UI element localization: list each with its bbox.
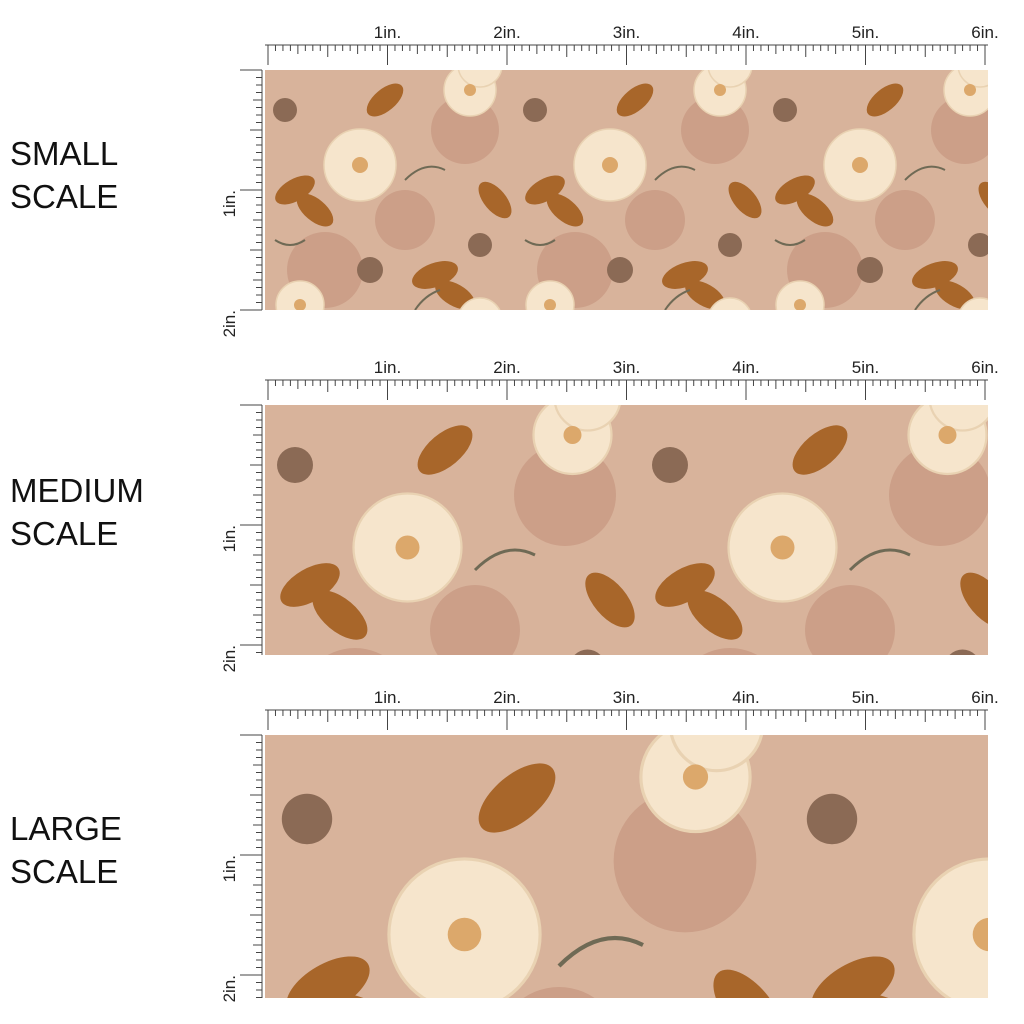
ruler-label: 4in. [732,688,759,707]
fabric-swatch [265,70,988,310]
ruler-label: 1in. [374,688,401,707]
fabric-swatch [265,405,988,655]
scale-label: SCALE [10,853,118,890]
ruler-label: 1in. [220,855,239,882]
fabric-swatch [265,735,988,998]
ruler-label: 6in. [971,688,998,707]
scale-label: SCALE [10,515,118,552]
scale-label: SMALL [10,135,118,172]
ruler-label: 5in. [852,688,879,707]
ruler-label: 2in. [220,645,239,672]
ruler-label: 3in. [613,688,640,707]
scale-label: SCALE [10,178,118,215]
ruler-label: 4in. [732,23,759,42]
ruler-label: 3in. [613,23,640,42]
ruler-label: 1in. [220,190,239,217]
ruler-label: 2in. [220,975,239,1002]
scale-label: MEDIUM [10,472,144,509]
ruler-label: 4in. [732,358,759,377]
ruler-label: 1in. [374,358,401,377]
ruler-label: 2in. [220,310,239,337]
ruler-label: 1in. [220,525,239,552]
scale-label: LARGE [10,810,122,847]
ruler-label: 6in. [971,23,998,42]
ruler-label: 2in. [493,23,520,42]
ruler-label: 1in. [374,23,401,42]
ruler-label: 5in. [852,23,879,42]
ruler-label: 3in. [613,358,640,377]
ruler-label: 2in. [493,358,520,377]
ruler-label: 5in. [852,358,879,377]
ruler-label: 6in. [971,358,998,377]
ruler-label: 2in. [493,688,520,707]
